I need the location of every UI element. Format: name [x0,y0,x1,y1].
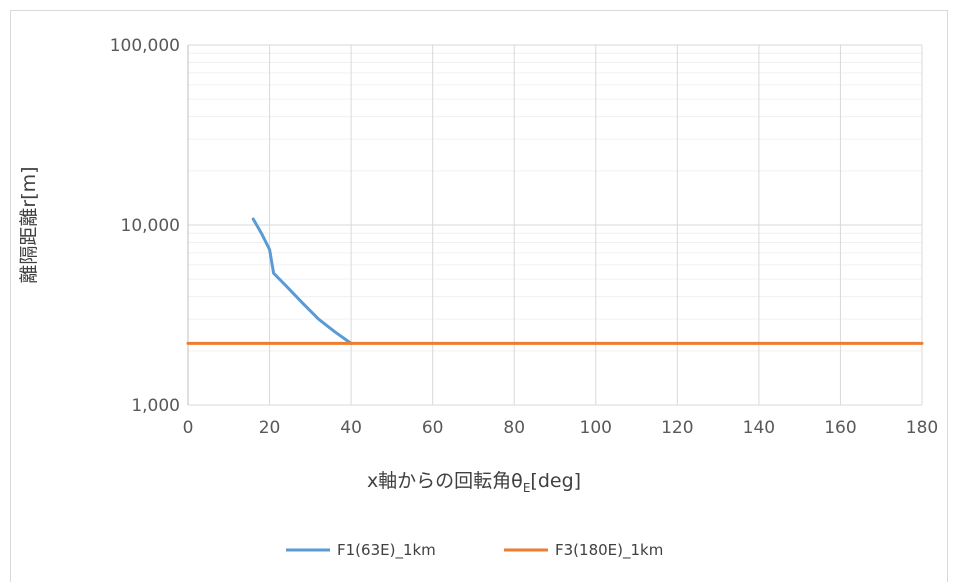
y-tick-label: 10,000 [121,216,180,236]
x-tick-label: 160 [824,418,856,438]
grid [187,44,923,406]
x-tick-label: 0 [183,418,194,438]
legend-label-2: F3(180E)_1km [555,541,663,560]
legend-label-1: F1(63E)_1km [337,541,436,560]
x-tick-label: 100 [580,418,612,438]
x-tick-label: 40 [340,418,362,438]
x-axis-title: x軸からの回転角θE[deg] [367,470,581,495]
x-tick-label: 80 [503,418,525,438]
tick-labels: 1,000 10,000 100,000 0 20 40 60 80 100 120 140 160 1… [110,36,939,438]
series-layer [186,217,924,345]
y-axis-title: 離隔距離r[m] [18,166,40,283]
x-tick-label: 60 [422,418,444,438]
x-tick-label: 180 [906,418,938,438]
x-tick-label: 140 [743,418,775,438]
y-tick-label: 100,000 [110,36,180,56]
y-tick-label: 1,000 [131,396,180,416]
chart-area: 1,000 10,000 100,000 0 20 40 60 80 100 120 140 160 1… [10,10,948,582]
legend: F1(63E)_1km F3(180E)_1km [286,541,663,560]
x-tick-label: 120 [661,418,693,438]
x-tick-label: 20 [259,418,281,438]
chart-svg: 1,000 10,000 100,000 0 20 40 60 80 100 120 140 160 1… [18,36,939,560]
series-line-1 [251,217,353,345]
